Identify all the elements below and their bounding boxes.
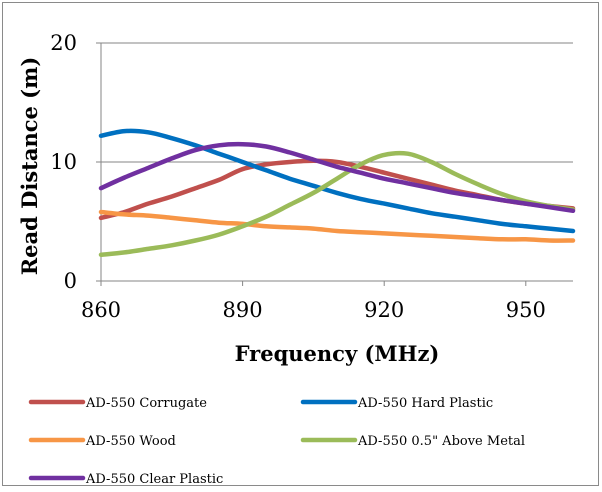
y-tick-label: 20 — [50, 31, 77, 55]
x-axis-title: Frequency (MHz) — [235, 341, 440, 366]
line-chart: 0 10 20 860 890 920 950 Frequency (MHz) Read D… — [17, 31, 576, 487]
legend-label-4: AD-550 Clear Plastic — [85, 472, 223, 487]
legend-label-3: AD-550 0.5" Above Metal — [357, 434, 525, 449]
series-line-0 — [98, 158, 576, 221]
legend-label-2: AD-550 Wood — [85, 434, 176, 449]
y-axis-title: Read Distance (m) — [17, 57, 42, 276]
series-line-3 — [98, 150, 576, 258]
x-tick-label: 860 — [81, 298, 121, 322]
chart-frame: 0 10 20 860 890 920 950 Frequency (MHz) Read D… — [2, 2, 599, 487]
y-tick-label: 0 — [64, 269, 77, 293]
y-tick-label: 10 — [50, 150, 77, 174]
legend-label-1: AD-550 Hard Plastic — [357, 396, 493, 411]
series-line-1 — [98, 128, 576, 234]
legend-label-0: AD-550 Corrugate — [85, 396, 207, 411]
series-lines — [98, 128, 576, 258]
axes — [96, 42, 573, 286]
series-line-4 — [98, 141, 576, 214]
x-tick-label: 920 — [364, 298, 404, 322]
x-tick-label: 950 — [506, 298, 546, 322]
series-line-2 — [98, 209, 576, 243]
legend: AD-550 Corrugate AD-550 Hard Plastic AD-55… — [28, 396, 525, 487]
gridlines — [101, 42, 573, 163]
tick-labels: 0 10 20 860 890 920 950 — [50, 31, 546, 322]
x-tick-label: 890 — [223, 298, 263, 322]
